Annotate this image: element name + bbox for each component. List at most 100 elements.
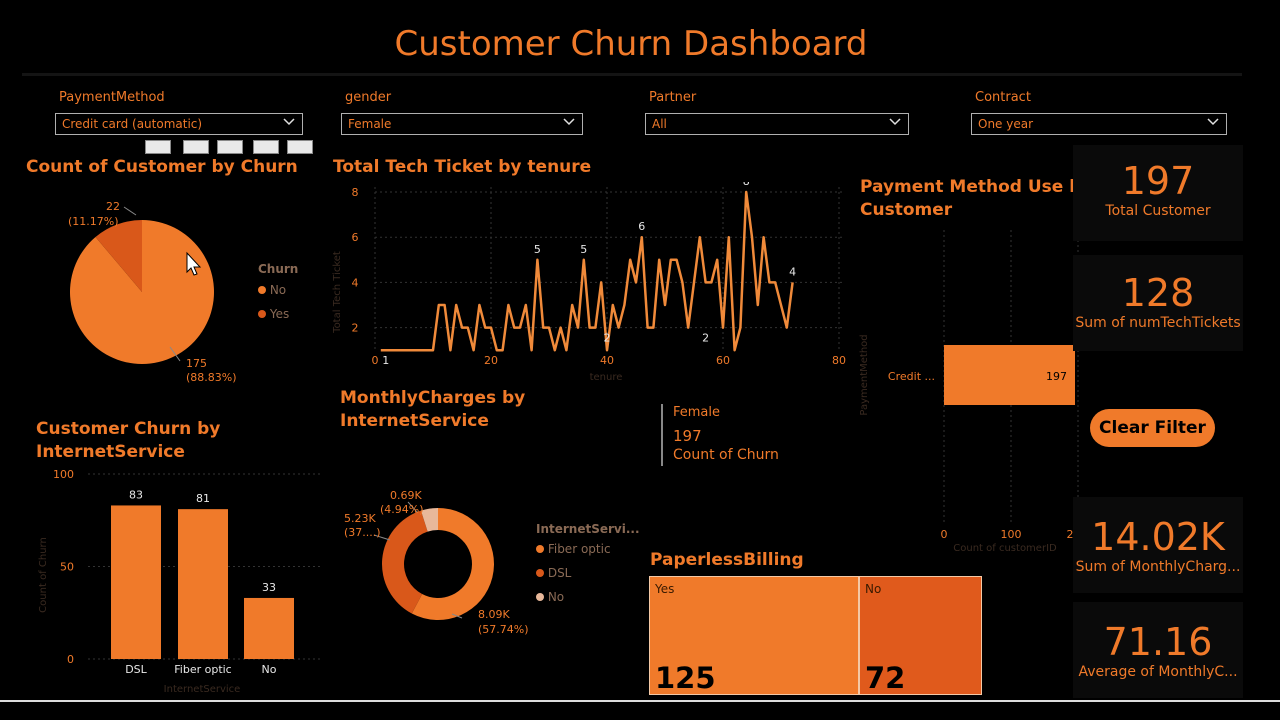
filter-icon[interactable] bbox=[217, 140, 243, 154]
legend-label: Yes bbox=[269, 307, 290, 321]
kpi-value: 14.02K bbox=[1091, 515, 1225, 559]
visual-header-toolbar bbox=[145, 140, 317, 154]
y-tick-label: 0 bbox=[67, 653, 74, 666]
x-tick-label: 0 bbox=[372, 354, 379, 367]
data-label: 8 bbox=[743, 182, 750, 188]
hbar-bar[interactable] bbox=[944, 345, 1075, 405]
partner-dropdown[interactable]: All bbox=[645, 113, 909, 135]
line-series[interactable] bbox=[380, 190, 794, 352]
card-measure: Count of Churn bbox=[673, 447, 779, 463]
legend-label: No bbox=[547, 590, 565, 604]
legend-dot-icon bbox=[536, 593, 544, 601]
y-tick-label: 2 bbox=[352, 322, 359, 335]
pie-slice-yes[interactable] bbox=[95, 220, 142, 292]
bar-fiber-optic[interactable] bbox=[178, 509, 228, 659]
pie-label-no-pct: (88.83%) bbox=[186, 371, 237, 384]
legend-dot-icon bbox=[536, 569, 544, 577]
kpi-card-monthly-charges-sum: 14.02K Sum of MonthlyCharg... bbox=[1073, 497, 1243, 593]
payment-method-dropdown[interactable]: Credit card (automatic) bbox=[55, 113, 303, 135]
bar-data-label: 81 bbox=[196, 492, 210, 505]
data-label: 2 bbox=[604, 332, 611, 345]
pie-label-yes-value: 22 bbox=[106, 200, 120, 213]
legend-dot-icon bbox=[536, 545, 544, 553]
contract-value: One year bbox=[978, 117, 1034, 131]
donut-slice-no[interactable] bbox=[420, 508, 438, 532]
donut-label-dsl-pct: (37....) bbox=[344, 526, 381, 539]
chevron-down-icon bbox=[282, 114, 296, 131]
legend-dot-icon bbox=[258, 310, 266, 318]
kpi-label: Sum of numTechTickets bbox=[1075, 315, 1241, 331]
internet-service-bar-chart: 0 50 100 83 DSL 81 Fiber optic 33 No Count of C… bbox=[38, 468, 322, 695]
donut-slice-fiber-optic[interactable] bbox=[411, 508, 494, 620]
treemap-no-label: No bbox=[865, 582, 882, 596]
data-label: 6 bbox=[638, 220, 645, 233]
bar-chart-title-line2: InternetService bbox=[36, 442, 185, 462]
contract-dropdown[interactable]: One year bbox=[971, 113, 1227, 135]
pie-chart-title: Count of Customer by Churn bbox=[26, 157, 298, 177]
copy-icon[interactable] bbox=[183, 140, 209, 154]
pie-legend-title: Churn bbox=[258, 262, 299, 276]
hbar-category-label: Credit ... bbox=[888, 370, 935, 383]
data-label: 2 bbox=[702, 332, 709, 345]
bar-no[interactable] bbox=[244, 597, 294, 659]
donut-legend-item-no[interactable]: No bbox=[536, 590, 564, 604]
gender-dropdown[interactable]: Female bbox=[341, 113, 583, 135]
pie-legend-item-no[interactable]: No bbox=[258, 283, 286, 297]
x-tick-label: DSL bbox=[125, 663, 147, 676]
legend-label: Fiber optic bbox=[547, 542, 611, 556]
treemap-tile-no[interactable]: No 72 bbox=[860, 577, 981, 695]
data-label: 5 bbox=[534, 243, 541, 256]
hbar-chart-title-line1: Payment Method Use by bbox=[860, 177, 1093, 197]
legend-dot-icon bbox=[258, 286, 266, 294]
payment-method-bar-chart: Credit ... 197 0 100 2 PaymentMethod Count… bbox=[859, 230, 1079, 554]
bar-dsl[interactable] bbox=[111, 505, 161, 659]
hbar-chart-title: Payment Method Use by Customer bbox=[860, 176, 1093, 222]
kpi-card-tech-tickets: 128 Sum of numTechTickets bbox=[1073, 255, 1243, 351]
clear-filter-button[interactable]: Clear Filter bbox=[1090, 409, 1215, 447]
kpi-label: Total Customer bbox=[1105, 203, 1211, 219]
data-label: 4 bbox=[789, 265, 796, 278]
title-divider bbox=[22, 73, 1242, 76]
legend-label: DSL bbox=[547, 566, 572, 580]
y-tick-label: 100 bbox=[53, 468, 74, 481]
x-tick-label: 80 bbox=[832, 354, 846, 367]
donut-chart-title: MonthlyCharges by InternetService bbox=[340, 387, 525, 433]
donut-label-dsl-value: 5.23K bbox=[344, 512, 376, 525]
treemap-tile-yes[interactable]: Yes 125 bbox=[650, 577, 860, 695]
focus-mode-icon[interactable] bbox=[253, 140, 279, 154]
line-y-axis-label: Total Tech Ticket bbox=[332, 251, 343, 334]
x-tick-label: 40 bbox=[600, 354, 614, 367]
legend-label: No bbox=[269, 283, 287, 297]
line-chart-title: Total Tech Ticket by tenure bbox=[333, 157, 592, 177]
pie-slice-no[interactable] bbox=[70, 220, 214, 364]
x-tick-label: 100 bbox=[1001, 528, 1022, 541]
x-tick-label: Fiber optic bbox=[174, 663, 231, 676]
paperless-billing-treemap: Yes 125 No 72 bbox=[649, 576, 982, 695]
y-tick-label: 8 bbox=[352, 186, 359, 199]
chevron-down-icon bbox=[1206, 114, 1220, 131]
bar-data-label: 83 bbox=[129, 488, 143, 501]
line-x-axis-label: tenure bbox=[590, 372, 623, 383]
treemap-no-value: 72 bbox=[865, 661, 906, 695]
pie-legend-item-yes[interactable]: Yes bbox=[258, 307, 289, 321]
card-accent-bar bbox=[661, 404, 663, 466]
donut-label-no-value: 0.69K bbox=[390, 489, 422, 502]
mouse-cursor-icon bbox=[186, 251, 202, 276]
partner-value: All bbox=[652, 117, 667, 131]
more-options-icon[interactable] bbox=[287, 140, 313, 154]
hbar-x-axis-label: Count of customerID bbox=[953, 543, 1057, 554]
chevron-down-icon bbox=[888, 114, 902, 131]
donut-slice-dsl[interactable] bbox=[382, 510, 428, 614]
pin-icon[interactable] bbox=[145, 140, 171, 154]
bar-y-axis-label: Count of Churn bbox=[38, 537, 49, 613]
donut-label-fiber-pct: (57.74%) bbox=[478, 623, 529, 636]
churn-pie-chart: 22 (11.17%) 175 (88.83%) bbox=[68, 200, 237, 384]
donut-legend-item-dsl[interactable]: DSL bbox=[536, 566, 571, 580]
hbar-y-axis-label: PaymentMethod bbox=[859, 334, 870, 415]
card-category: Female bbox=[673, 405, 721, 420]
bar-chart-title: Customer Churn by InternetService bbox=[36, 418, 220, 464]
kpi-label: Sum of MonthlyCharg... bbox=[1075, 559, 1241, 575]
donut-legend-item-fiber[interactable]: Fiber optic bbox=[536, 542, 611, 556]
slicer-label-gender: gender bbox=[345, 90, 392, 105]
